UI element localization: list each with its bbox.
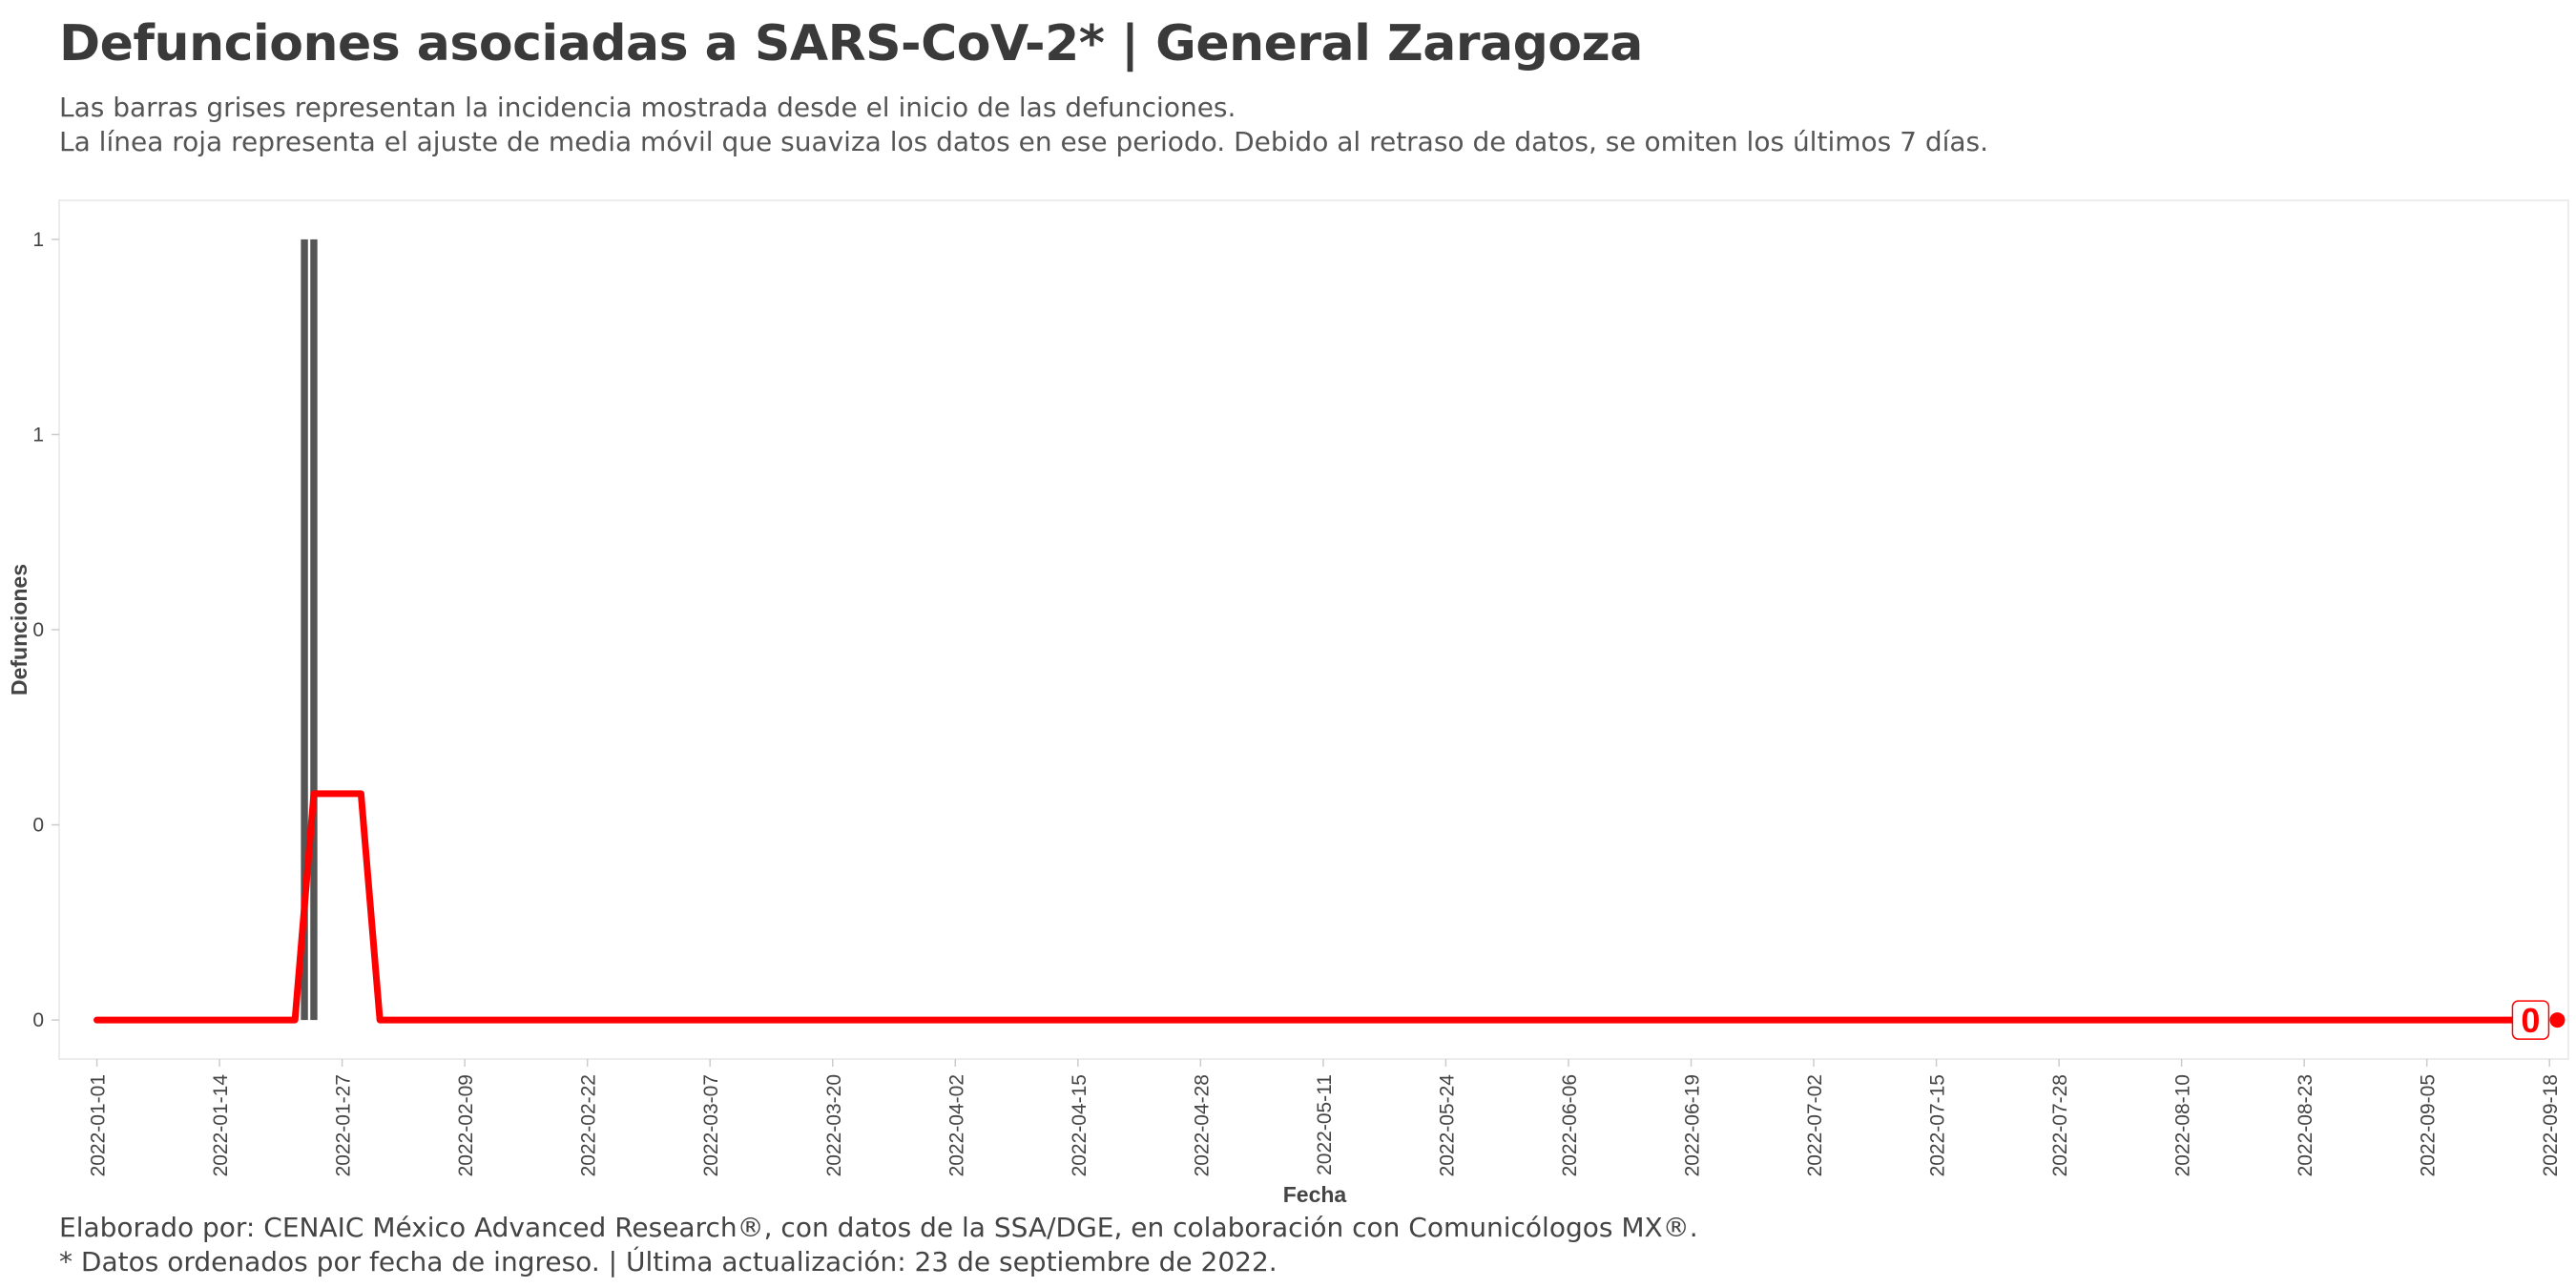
x-tick-label: 2022-08-23 bbox=[2295, 1074, 2316, 1176]
x-axis-title: Fecha bbox=[1283, 1182, 1347, 1207]
x-tick-label: 2022-01-27 bbox=[333, 1074, 355, 1176]
x-tick-label: 2022-05-24 bbox=[1436, 1074, 1458, 1177]
x-tick-label: 2022-06-19 bbox=[1681, 1074, 1703, 1176]
x-tick-label: 2022-03-07 bbox=[700, 1074, 722, 1176]
y-tick-label: 0 bbox=[32, 619, 44, 641]
caption-line1: Elaborado por: CENAIC México Advanced Re… bbox=[59, 1212, 1698, 1243]
y-tick-label: 1 bbox=[32, 229, 44, 251]
y-tick-label: 0 bbox=[32, 815, 44, 837]
end-label-box bbox=[2511, 1000, 2550, 1040]
x-tick-label: 2022-04-02 bbox=[945, 1074, 967, 1176]
chart-subtitle-line2: La línea roja representa el ajuste de me… bbox=[59, 126, 1989, 157]
incidence-bar bbox=[301, 239, 308, 1021]
chart-subtitle-line1: Las barras grises representan la inciden… bbox=[59, 92, 1236, 123]
x-tick-label: 2022-07-28 bbox=[2049, 1074, 2071, 1176]
x-tick-label: 2022-07-02 bbox=[1804, 1074, 1826, 1176]
plot-panel-border bbox=[58, 199, 2569, 1060]
x-tick-label: 2022-06-06 bbox=[1559, 1074, 1581, 1176]
x-tick-label: 2022-01-14 bbox=[210, 1074, 232, 1177]
y-tick-label: 1 bbox=[32, 424, 44, 446]
end-point-marker bbox=[2549, 1012, 2566, 1028]
y-tick-label: 0 bbox=[32, 1009, 44, 1031]
x-tick-label: 2022-08-10 bbox=[2172, 1074, 2194, 1176]
incidence-bar bbox=[310, 239, 318, 1021]
x-tick-label: 2022-02-09 bbox=[455, 1074, 477, 1176]
x-tick-label: 2022-09-18 bbox=[2540, 1074, 2562, 1176]
x-tick-label: 2022-02-22 bbox=[578, 1074, 600, 1176]
x-tick-label: 2022-05-11 bbox=[1314, 1074, 1336, 1175]
caption-line2: * Datos ordenados por fecha de ingreso. … bbox=[59, 1246, 1278, 1278]
x-tick-label: 2022-03-20 bbox=[823, 1074, 845, 1176]
x-tick-label: 2022-04-15 bbox=[1069, 1074, 1091, 1176]
end-value-label: 0 bbox=[2521, 1001, 2540, 1040]
y-axis-title: Defunciones bbox=[7, 564, 31, 696]
chart-title: Defunciones asociadas a SARS-CoV-2* | Ge… bbox=[59, 15, 1643, 73]
x-tick-label: 2022-01-01 bbox=[88, 1074, 110, 1176]
moving-average-line bbox=[93, 790, 2534, 1024]
x-tick-label: 2022-09-05 bbox=[2418, 1074, 2440, 1176]
x-tick-label: 2022-04-28 bbox=[1191, 1074, 1213, 1176]
x-tick-label: 2022-07-15 bbox=[1927, 1074, 1949, 1176]
